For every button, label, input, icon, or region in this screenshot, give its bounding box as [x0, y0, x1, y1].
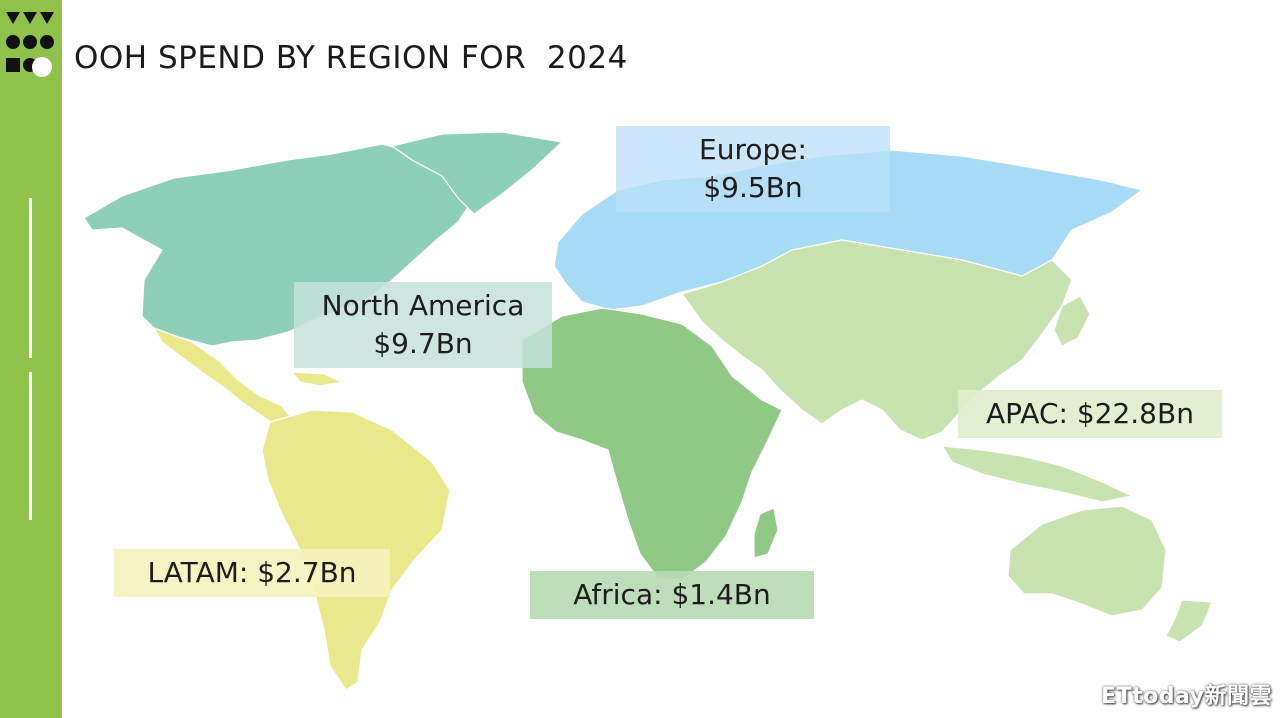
- region-australia: [1007, 505, 1167, 617]
- watermark: ETtoday新聞雲: [1101, 684, 1272, 709]
- sidebar-divider: [29, 372, 32, 520]
- label-africa: Africa: $1.4Bn: [530, 571, 814, 619]
- region-japan: [1053, 295, 1091, 347]
- label-apac: APAC: $22.8Bn: [958, 390, 1222, 438]
- label-europe: Europe: $9.5Bn: [616, 126, 890, 212]
- region-greenland: [391, 131, 563, 215]
- label-apac-text: APAC: $22.8Bn: [986, 397, 1194, 430]
- region-caribbean: [291, 371, 343, 387]
- label-north-america-line1: North America: [321, 289, 525, 322]
- label-europe-line2: $9.5Bn: [703, 171, 803, 204]
- region-africa: [521, 307, 783, 581]
- label-north-america-line2: $9.7Bn: [373, 327, 473, 360]
- label-latam-text: LATAM: $2.7Bn: [147, 556, 357, 589]
- label-north-america: North America $9.7Bn: [294, 282, 552, 368]
- sidebar-divider: [29, 198, 32, 358]
- region-sea-islands: [941, 445, 1133, 503]
- label-europe-line1: Europe:: [699, 133, 807, 166]
- label-africa-text: Africa: $1.4Bn: [573, 578, 771, 611]
- sidebar: [0, 0, 62, 718]
- region-madagascar: [753, 507, 779, 559]
- brand-logo: [6, 12, 54, 77]
- label-latam: LATAM: $2.7Bn: [114, 549, 390, 597]
- region-new-zealand: [1165, 599, 1213, 643]
- page-title: OOH SPEND BY REGION FOR 2024: [74, 40, 628, 76]
